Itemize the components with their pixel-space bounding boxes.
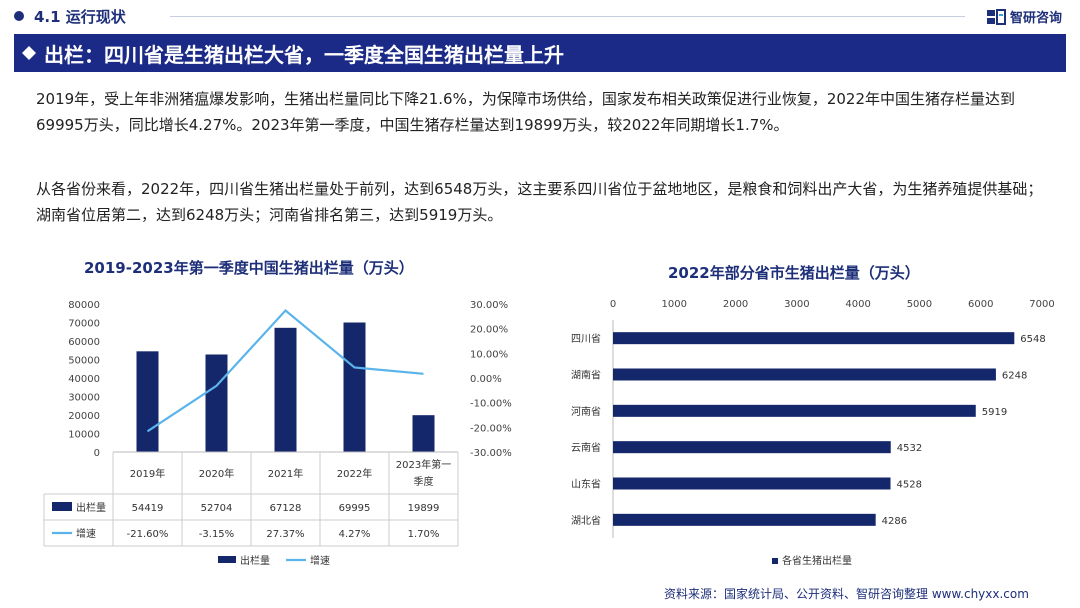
source-note: 资料来源：国家统计局、公开资料、智研咨询整理 www.chyxx.com (664, 587, 1029, 601)
x-axis-tick-label: 0 (610, 299, 616, 310)
bar (613, 332, 1015, 345)
y2-axis-tick-label: 20.00% (470, 325, 508, 336)
legend-key-output (218, 556, 236, 563)
x-axis-tick-label: 7000 (1029, 299, 1054, 310)
bar (613, 404, 976, 417)
y2-axis-tick-label: 0.00% (470, 374, 502, 385)
x-category-label: 2022年 (337, 467, 372, 480)
x-axis-tick-label: 2000 (723, 299, 748, 310)
bar (136, 351, 159, 452)
table-value-output: 69995 (339, 503, 371, 514)
brand-logo: 智研咨询 (986, 7, 1062, 26)
y-category-label: 四川省 (571, 332, 601, 345)
table-value-output: 54419 (132, 503, 164, 514)
brand-name: 智研咨询 (1010, 11, 1063, 26)
y-axis-tick-label: 40000 (68, 374, 100, 385)
data-label: 6548 (1020, 334, 1045, 345)
bar (343, 322, 366, 452)
y-axis-tick-label: 30000 (68, 393, 100, 404)
table-value-output: 19899 (408, 503, 440, 514)
data-label: 4532 (897, 443, 922, 454)
y2-axis-tick-label: -20.00% (470, 423, 512, 434)
table-value-output: 67128 (270, 503, 302, 514)
x-category-label: 2020年 (199, 467, 234, 480)
y-axis-tick-label: 20000 (68, 411, 100, 422)
x-axis-tick-label: 6000 (968, 299, 993, 310)
chart1-national-output: 0 10000 20000 30000 40000 50000 60000 70000 8000… (43, 300, 512, 567)
x-category-label: 2023年第一 (396, 458, 451, 471)
bar (613, 441, 891, 454)
table-value-growth: 27.37% (266, 529, 304, 540)
y-axis-tick-label: 0 (94, 448, 100, 459)
table-value-growth: 1.70% (408, 529, 440, 540)
bar (613, 513, 876, 526)
x-axis-tick-label: 5000 (907, 299, 932, 310)
section-title: 4.1 运行现状 (34, 8, 126, 26)
legend-label-output: 出栏量 (240, 554, 270, 567)
section-bullet-icon (14, 11, 24, 21)
table-value-output: 52704 (201, 503, 233, 514)
y-axis-tick-label: 60000 (68, 337, 100, 348)
y-category-label: 山东省 (571, 478, 601, 491)
bar (205, 354, 228, 452)
legend-key-output (52, 502, 72, 511)
bar (274, 327, 297, 452)
y2-axis-tick-label: 30.00% (470, 300, 508, 311)
brand-logo-icon (987, 8, 1006, 25)
chart2-title: 2022年部分省市生猪出栏量（万头） (668, 264, 920, 282)
y-category-label: 湖北省 (571, 514, 601, 527)
paragraph-national: 2019年，受上年非洲猪瘟爆发影响，生猪出栏量同比下降21.6%，为保障市场供给… (36, 90, 1016, 134)
data-label: 4286 (882, 516, 907, 527)
growth-line (146, 308, 424, 433)
data-label: 4528 (897, 480, 922, 491)
y-category-label: 云南省 (571, 441, 601, 454)
bar (613, 368, 996, 381)
chart2-provincial-output: 0 1000 2000 3000 4000 5000 6000 7000 四川省 6548 湖南省 6… (571, 299, 1055, 567)
banner-title: 出栏：四川省是生猪出栏大省，一季度全国生猪出栏量上升 (44, 43, 564, 67)
y2-axis-tick-label: -30.00% (470, 448, 512, 459)
bar (412, 415, 435, 452)
paragraph-provinces: 从各省份来看，2022年，四川省生猪出栏量处于前列，达到6548万头，这主要系四… (36, 180, 1043, 224)
legend-label: 各省生猪出栏量 (782, 554, 852, 567)
table-row-label-output: 出栏量 (76, 501, 106, 514)
x-category-label: 季度 (414, 475, 434, 488)
y2-axis-tick-label: 10.00% (470, 349, 508, 360)
legend-label-growth: 增速 (310, 554, 330, 567)
y-category-label: 河南省 (571, 405, 601, 418)
x-axis-tick-label: 3000 (784, 299, 809, 310)
chart1-title: 2019-2023年第一季度中国生猪出栏量（万头） (84, 259, 414, 277)
x-axis-tick-label: 4000 (845, 299, 870, 310)
top-bar: 4.1 运行现状 智研咨询 (0, 0, 1080, 32)
data-label: 5919 (982, 407, 1007, 418)
top-divider (170, 16, 965, 17)
x-category-label: 2021年 (268, 467, 303, 480)
x-axis-tick-label: 1000 (662, 299, 687, 310)
table-value-growth: -3.15% (199, 529, 234, 540)
y-axis-tick-label: 80000 (68, 300, 100, 311)
table-row-label-growth: 增速 (76, 527, 96, 540)
table-value-growth: 4.27% (339, 529, 371, 540)
y-axis-tick-label: 50000 (68, 356, 100, 367)
y-axis-tick-label: 70000 (68, 319, 100, 330)
y2-axis-tick-label: -10.00% (470, 399, 512, 410)
diamond-icon (22, 46, 36, 60)
x-category-label: 2019年 (130, 467, 165, 480)
title-banner: 出栏：四川省是生猪出栏大省，一季度全国生猪出栏量上升 (14, 34, 1066, 72)
y-category-label: 湖南省 (571, 369, 601, 382)
bar (613, 477, 891, 490)
table-value-growth: -21.60% (127, 529, 169, 540)
legend-key (772, 558, 778, 564)
y-axis-tick-label: 10000 (68, 430, 100, 441)
data-label: 6248 (1002, 371, 1027, 382)
